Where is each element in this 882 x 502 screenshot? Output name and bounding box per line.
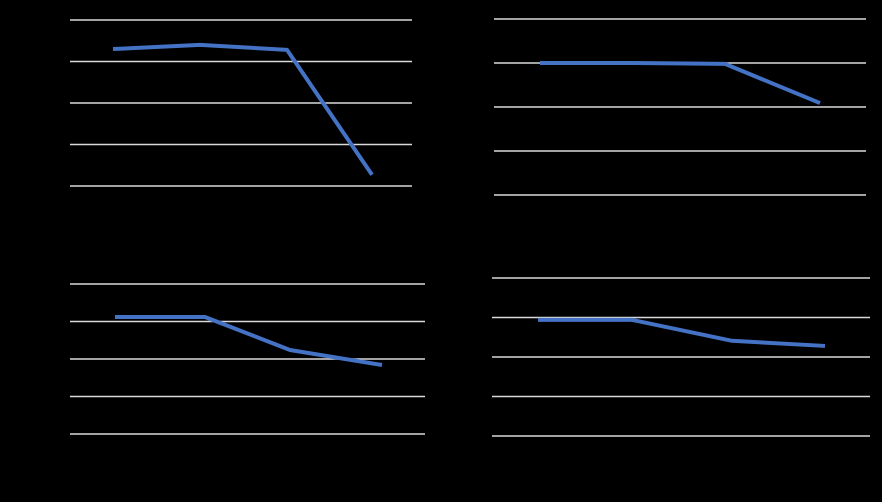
series-line [540, 61, 821, 105]
chart-4 [492, 277, 870, 437]
chart-1 [70, 19, 412, 187]
series-line [115, 315, 383, 367]
chart-2 [494, 18, 866, 196]
series-line [112, 42, 374, 176]
series-line [538, 317, 826, 348]
chart-3 [70, 283, 425, 435]
